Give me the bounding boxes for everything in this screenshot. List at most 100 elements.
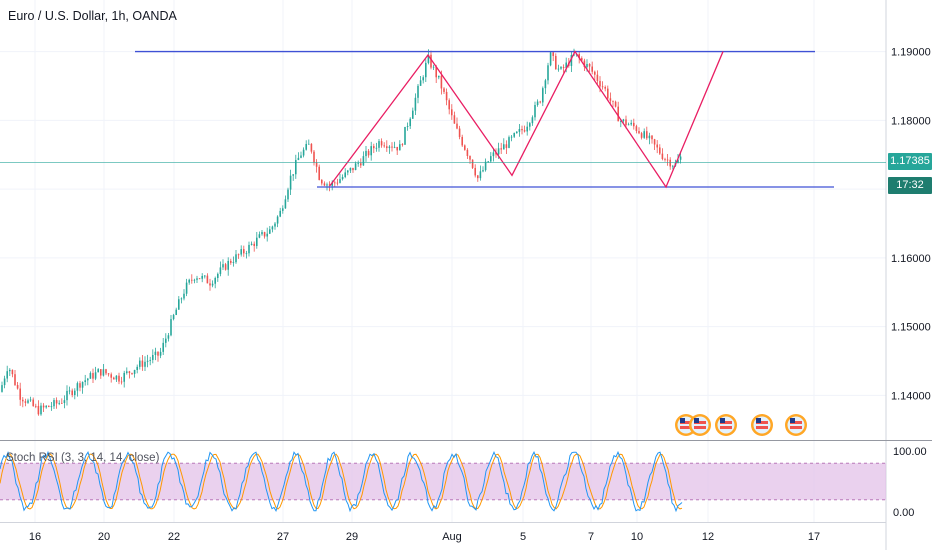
candle <box>378 138 380 152</box>
candle <box>549 51 552 67</box>
candle <box>284 195 287 209</box>
candle <box>594 70 596 80</box>
candle <box>167 332 170 342</box>
candle <box>63 395 66 409</box>
pattern-zigzag <box>329 50 724 189</box>
candle <box>89 371 92 379</box>
candle <box>661 148 664 161</box>
candle-body <box>544 80 547 89</box>
candle <box>503 138 505 150</box>
candle <box>391 142 393 152</box>
candle-body <box>583 60 586 68</box>
candle <box>367 149 370 158</box>
candle <box>6 365 8 383</box>
candle <box>14 370 16 386</box>
candle-body <box>45 405 47 408</box>
candle-body <box>456 123 458 129</box>
candle-body <box>172 314 175 320</box>
event-flag-icon <box>785 414 807 436</box>
candle <box>544 78 547 95</box>
candle-body <box>11 369 14 375</box>
candle-body <box>326 184 328 186</box>
candle <box>352 167 354 173</box>
flag-stripe <box>694 426 706 429</box>
candle <box>118 372 120 385</box>
candle <box>120 376 123 385</box>
candle <box>32 397 34 407</box>
candle-body <box>204 275 206 277</box>
candle <box>198 278 201 280</box>
candle-body <box>230 260 232 263</box>
candle-body <box>409 118 411 127</box>
flag-stripe <box>720 421 732 424</box>
candle-body <box>419 80 422 86</box>
candle-body <box>97 369 99 373</box>
candle <box>113 376 115 380</box>
candle <box>464 144 466 151</box>
candle <box>591 61 593 75</box>
candle-body <box>191 279 193 281</box>
candle <box>513 132 515 139</box>
candle-body <box>48 405 50 407</box>
candle-body <box>432 66 435 68</box>
candle <box>588 63 591 72</box>
candle-body <box>352 167 354 171</box>
candle <box>297 152 300 161</box>
candle <box>240 245 242 257</box>
candle <box>219 261 222 277</box>
candle-body <box>323 183 326 186</box>
candle <box>276 215 279 228</box>
candle <box>157 351 159 362</box>
candle <box>617 101 619 122</box>
candle <box>209 278 211 291</box>
candle <box>245 250 248 259</box>
candle <box>669 157 671 170</box>
candle-body <box>180 298 183 300</box>
candle-body <box>401 144 404 145</box>
candle <box>412 107 414 119</box>
candle-body <box>162 342 164 352</box>
candle <box>154 347 157 361</box>
candle-body <box>310 143 313 152</box>
candle-body <box>638 131 640 134</box>
time-tick-label: 12 <box>702 531 714 543</box>
candle <box>266 227 268 242</box>
candle-body <box>279 210 281 217</box>
candle-body <box>339 179 341 183</box>
osc-tick-label: 100.00 <box>893 446 927 458</box>
candle-body <box>378 141 380 148</box>
candle <box>373 143 375 154</box>
candle <box>651 134 653 144</box>
candle <box>68 386 71 395</box>
candle <box>648 132 651 145</box>
candle <box>235 249 237 264</box>
candle <box>406 122 409 131</box>
candle-body <box>201 275 203 279</box>
candle <box>144 356 146 371</box>
time-tick-label: 27 <box>277 531 289 543</box>
candle-body <box>266 233 268 237</box>
candle <box>282 205 284 214</box>
candle-body <box>633 122 635 127</box>
candle <box>562 64 565 73</box>
candle-body <box>458 128 461 137</box>
candle-body <box>664 158 666 160</box>
candle-body <box>604 87 606 89</box>
candle-body <box>599 80 601 87</box>
candle-body <box>198 278 201 280</box>
candle-body <box>513 133 515 137</box>
candle <box>53 398 55 409</box>
candle <box>45 405 47 409</box>
candle <box>92 368 94 383</box>
candle-body <box>297 157 300 161</box>
candle-body <box>214 278 216 284</box>
candle-body <box>646 131 648 139</box>
flag-canton <box>756 418 761 423</box>
candle <box>100 368 102 379</box>
stoch-rsi-label: Stoch RSI (3, 3, 14, 14, close) <box>6 452 160 464</box>
candle <box>27 398 29 404</box>
candle-body <box>542 88 544 103</box>
candle <box>175 307 177 316</box>
candle-body <box>591 66 593 72</box>
